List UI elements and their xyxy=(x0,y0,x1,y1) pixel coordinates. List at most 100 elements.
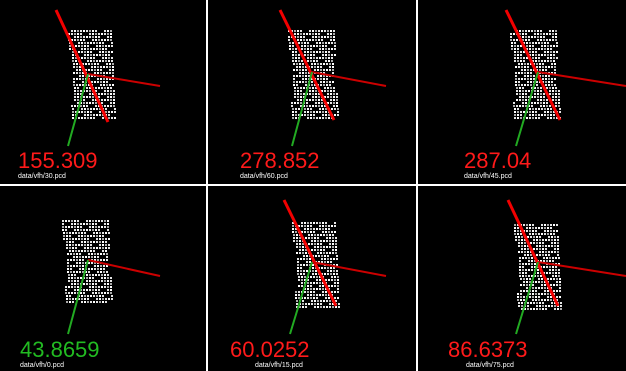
cloud-point xyxy=(536,66,538,68)
cloud-point xyxy=(307,42,309,44)
cloud-point xyxy=(335,249,337,251)
cloud-point xyxy=(551,242,553,244)
cloud-point xyxy=(525,33,527,35)
cloud-point xyxy=(309,264,311,266)
cloud-point xyxy=(534,36,536,38)
cloud-point xyxy=(532,42,534,44)
cloud-point xyxy=(110,102,112,104)
cloud-point xyxy=(514,42,516,44)
cloud-point xyxy=(304,291,306,293)
cloud-point xyxy=(328,228,330,230)
cloud-point xyxy=(333,87,335,89)
cloud-point xyxy=(523,299,525,301)
viewport-3-scene[interactable] xyxy=(418,0,626,184)
cloud-point xyxy=(316,279,318,281)
cloud-point xyxy=(552,30,554,32)
viewport-1[interactable]: 155.309 data/vfh/30.pcd xyxy=(0,0,206,184)
cloud-point xyxy=(315,105,317,107)
cloud-point xyxy=(527,251,529,253)
cloud-point xyxy=(524,248,526,250)
cloud-point xyxy=(306,264,308,266)
cloud-point xyxy=(94,268,96,270)
cloud-point xyxy=(331,225,333,227)
cloud-point xyxy=(331,60,333,62)
cloud-point xyxy=(312,105,314,107)
cloud-point xyxy=(524,72,526,74)
viewport-6-scene[interactable] xyxy=(418,186,626,371)
cloud-point xyxy=(81,232,83,234)
cloud-point xyxy=(110,289,112,291)
cloud-point xyxy=(312,39,314,41)
cloud-point xyxy=(99,60,101,62)
cloud-point xyxy=(553,117,555,119)
cloud-point xyxy=(541,114,543,116)
cloud-point xyxy=(527,78,529,80)
cloud-point xyxy=(89,36,91,38)
cloud-point xyxy=(298,297,300,299)
cloud-point xyxy=(333,102,335,104)
cloud-point xyxy=(77,39,79,41)
viewport-1-scene[interactable] xyxy=(0,0,206,184)
cloud-point xyxy=(530,242,532,244)
cloud-point xyxy=(90,247,92,249)
cloud-point xyxy=(322,228,324,230)
cloud-point xyxy=(319,108,321,110)
cloud-point xyxy=(315,96,317,98)
cloud-point xyxy=(288,39,290,41)
cloud-point xyxy=(92,292,94,294)
viewport-2-scene[interactable] xyxy=(208,0,416,184)
cloud-point xyxy=(292,108,294,110)
cloud-point xyxy=(295,294,297,296)
cloud-point xyxy=(544,230,546,232)
y-axis-line xyxy=(515,261,539,335)
cloud-point xyxy=(310,48,312,50)
cloud-point xyxy=(98,280,100,282)
cloud-point xyxy=(311,303,313,305)
cloud-point xyxy=(306,99,308,101)
cloud-point xyxy=(526,224,528,226)
cloud-point xyxy=(551,84,553,86)
cloud-point xyxy=(79,78,81,80)
cloud-point xyxy=(307,57,309,59)
cloud-point xyxy=(329,300,331,302)
viewport-3[interactable]: 287.04 data/vfh/45.pcd xyxy=(418,0,626,184)
cloud-point xyxy=(112,69,114,71)
cloud-point xyxy=(87,244,89,246)
viewport-4[interactable]: 43.8659 data/vfh/0.pcd xyxy=(0,186,206,371)
cloud-point xyxy=(81,238,83,240)
cloud-point xyxy=(517,233,519,235)
viewport-2[interactable]: 278.852 data/vfh/60.pcd xyxy=(208,0,416,184)
cloud-point xyxy=(74,277,76,279)
cloud-point xyxy=(558,269,560,271)
cloud-point xyxy=(72,57,74,59)
cloud-point xyxy=(86,220,88,222)
cloud-point xyxy=(95,102,97,104)
cloud-point xyxy=(84,235,86,237)
cloud-point xyxy=(73,259,75,261)
viewport-4-scene[interactable] xyxy=(0,186,206,371)
cloud-point xyxy=(113,105,115,107)
cloud-point xyxy=(301,42,303,44)
cloud-point xyxy=(542,308,544,310)
cloud-point xyxy=(536,81,538,83)
cloud-point xyxy=(334,297,336,299)
cloud-point xyxy=(62,220,64,222)
cloud-point xyxy=(330,270,332,272)
cloud-point xyxy=(528,96,530,98)
cloud-point xyxy=(99,301,101,303)
cloud-point xyxy=(107,226,109,228)
cloud-point xyxy=(520,57,522,59)
cloud-point xyxy=(557,242,559,244)
viewport-6[interactable]: 86.6373 data/vfh/75.pcd xyxy=(418,186,626,371)
cloud-point xyxy=(299,72,301,74)
cloud-point xyxy=(66,295,68,297)
viewport-5-scene[interactable] xyxy=(208,186,416,371)
cloud-point xyxy=(552,96,554,98)
cloud-point xyxy=(77,220,79,222)
cloud-point xyxy=(110,93,112,95)
cloud-point xyxy=(535,281,537,283)
viewport-5[interactable]: 60.0252 data/vfh/15.pcd xyxy=(208,186,416,371)
cloud-point xyxy=(524,242,526,244)
cloud-point xyxy=(69,244,71,246)
cloud-point xyxy=(314,249,316,251)
